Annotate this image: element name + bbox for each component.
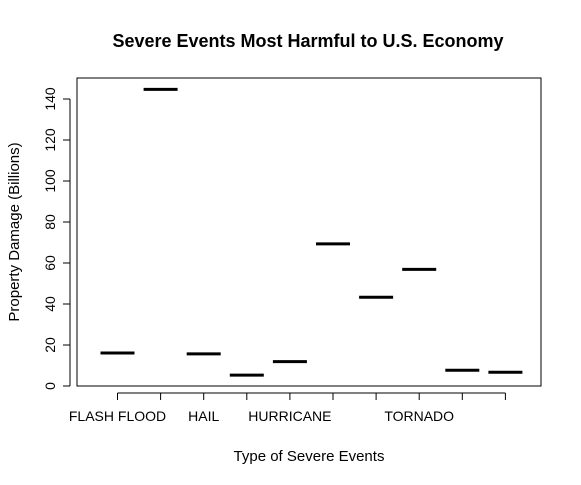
y-tick-label: 120 <box>42 128 58 152</box>
plot-frame <box>76 77 542 387</box>
x-tick-label: HURRICANE <box>248 408 331 424</box>
y-tick-label: 100 <box>42 169 58 193</box>
data-marks <box>100 87 523 377</box>
y-tick-label: 40 <box>42 296 58 312</box>
y-axis: 0 20 40 60 80 100 120 140 <box>42 87 71 390</box>
y-tick-label: 140 <box>42 87 58 111</box>
x-axis: FLASH FLOOD HAIL HURRICANE TORNADO <box>69 392 506 424</box>
x-tick-label: FLASH FLOOD <box>69 408 166 424</box>
x-tick-label: HAIL <box>188 408 219 424</box>
y-tick-label: 80 <box>42 214 58 230</box>
y-tick-label: 0 <box>42 382 58 390</box>
y-axis-label: Property Damage (Billions) <box>6 142 23 321</box>
x-axis-label: Type of Severe Events <box>234 448 385 465</box>
y-tick-label: 60 <box>42 255 58 271</box>
x-tick-label: TORNADO <box>384 408 454 424</box>
y-tick-label: 20 <box>42 337 58 353</box>
chart-title: Severe Events Most Harmful to U.S. Econo… <box>112 31 503 51</box>
